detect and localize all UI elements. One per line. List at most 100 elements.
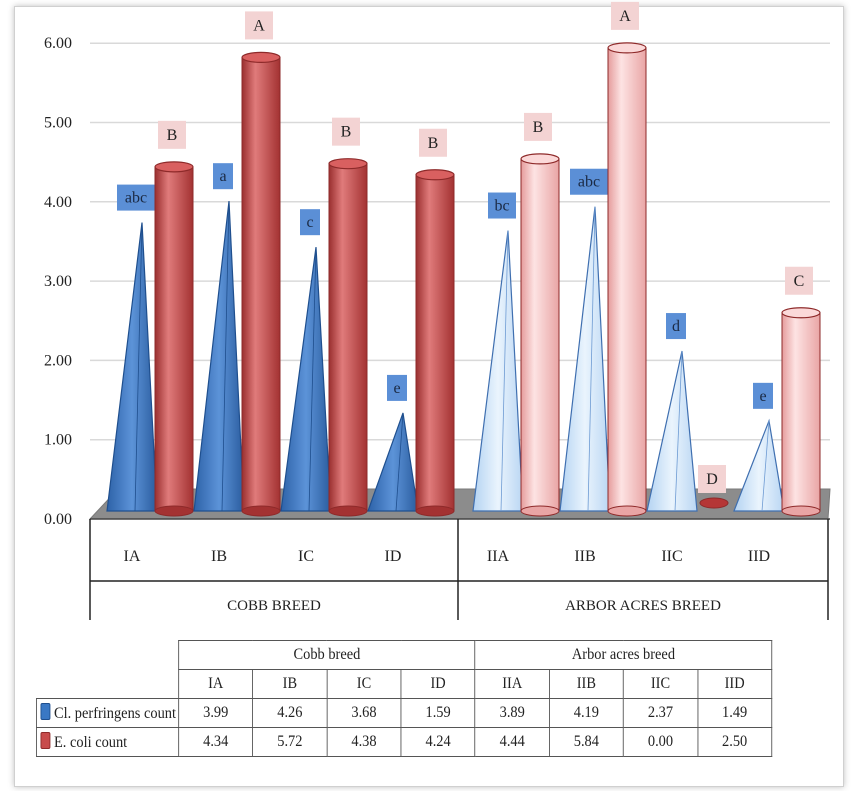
table-cell: 0.00 [622, 727, 698, 757]
cylinder-bar [520, 153, 560, 517]
x-tick-label: IID [748, 548, 770, 565]
pyramid-edge [587, 206, 596, 512]
table-column-header: IA [178, 669, 254, 699]
x-tick-label: IA [124, 548, 141, 565]
pyramid-face [367, 412, 419, 512]
y-tick-label: 3.00 [44, 273, 72, 290]
data-label-box [785, 266, 813, 295]
data-label-box [570, 168, 608, 195]
x-tick-label: IIA [487, 548, 510, 565]
data-label-box [753, 382, 773, 409]
x-tick-label: IIB [574, 548, 595, 565]
pyramid-face [193, 201, 245, 512]
cylinder-body [328, 163, 368, 512]
cylinder-top [328, 158, 368, 170]
pyramid-edge [221, 201, 230, 512]
data-label: D [706, 471, 718, 488]
cylinder-bar [607, 42, 647, 517]
data-label: abc [578, 174, 600, 191]
table-column-header: IID [697, 669, 773, 699]
data-label-box [419, 128, 447, 157]
pyramid-bar [472, 230, 524, 512]
data-label: C [794, 273, 805, 290]
data-label-box [245, 11, 273, 40]
pyramid-bar [106, 222, 158, 512]
data-label-box [698, 465, 726, 493]
cylinder-body [781, 312, 821, 512]
table-column-header: ID [400, 669, 476, 699]
data-label-box [332, 117, 360, 146]
table-cell: 2.50 [697, 727, 773, 757]
table-cell: 3.68 [326, 698, 402, 728]
data-label: e [759, 388, 766, 405]
data-label: bc [494, 198, 509, 215]
data-label-box [387, 374, 407, 401]
cylinder-bottom [154, 505, 194, 517]
x-tick-label: IIC [661, 548, 682, 565]
table-row: Cl. perfringens count 3.99 4.26 3.68 1.5… [35, 698, 773, 728]
table-group-header-row: Cobb breed Arbor acres breed [36, 640, 773, 670]
data-label: B [428, 135, 439, 152]
pyramid-edge [500, 230, 509, 512]
data-label-box [158, 120, 186, 149]
table-column-header: IIA [474, 669, 550, 699]
cylinder-bottom [415, 505, 455, 517]
cylinder-bar [415, 169, 455, 517]
table-cell: 2.37 [622, 698, 698, 728]
cylinder-bar [699, 497, 729, 509]
cylinder-top [607, 42, 647, 54]
pyramid-edge [308, 247, 317, 512]
table-cell: 1.49 [697, 698, 773, 728]
table-cell: 4.34 [178, 727, 254, 757]
data-table: Cobb breed Arbor acres breed IA IB IC ID… [35, 640, 773, 757]
pyramid-edge [395, 412, 404, 512]
y-tick-label: 5.00 [44, 115, 72, 132]
data-label: B [533, 119, 544, 136]
cylinder-bottom [520, 505, 560, 517]
table-column-header: IIC [622, 669, 698, 699]
table-group-header-arbor: Arbor acres breed [474, 640, 773, 670]
cylinder-bar [241, 51, 281, 517]
legend-cell-ecoli: E. coli count [35, 727, 180, 757]
pyramid-face [646, 350, 698, 512]
cylinder-body [241, 56, 281, 512]
pyramid-bar [559, 206, 611, 512]
x-tick-label: IC [298, 548, 314, 565]
pyramid-bar [280, 247, 332, 512]
table-cell: 5.84 [548, 727, 624, 757]
pyramid-bar [367, 412, 419, 512]
table-cell: 4.19 [548, 698, 624, 728]
x-tick-label: IB [211, 548, 227, 565]
cylinder-top [415, 169, 455, 181]
y-tick-label: 6.00 [44, 35, 72, 52]
data-label: B [341, 124, 352, 141]
table-row: E. coli count 4.34 5.72 4.38 4.24 4.44 5… [35, 727, 773, 757]
table-group-header-cobb: Cobb breed [178, 640, 476, 670]
x-tick-label: ID [385, 548, 402, 565]
pyramid-edge [134, 222, 143, 512]
cylinder-bottom [241, 505, 281, 517]
table-cell: 4.24 [400, 727, 476, 757]
cylinder-bottom [328, 505, 368, 517]
legend-swatch-blue [40, 703, 51, 720]
data-label: B [167, 127, 178, 144]
data-label: c [306, 214, 313, 231]
y-tick-label: 2.00 [44, 352, 72, 369]
table-column-header: IIB [548, 669, 624, 699]
data-label-box [666, 313, 686, 340]
legend-label: Cl. perfringens count [54, 705, 176, 722]
cylinder-flat [699, 497, 729, 509]
pyramid-bar [733, 418, 785, 512]
group-label-arbor: ARBOR ACRES BREED [565, 598, 721, 614]
data-label-box [300, 209, 320, 236]
pyramid-face [559, 206, 611, 512]
table-cell: 1.59 [400, 698, 476, 728]
cylinder-body [154, 166, 194, 512]
data-label: A [619, 8, 631, 25]
data-label: e [393, 380, 400, 397]
data-label: A [253, 17, 265, 34]
cylinder-bar [154, 161, 194, 517]
table-cell: 5.72 [252, 727, 328, 757]
table-column-header-row: IA IB IC ID IIA IIB IIC IID [36, 669, 773, 699]
pyramid-bar [193, 201, 245, 512]
